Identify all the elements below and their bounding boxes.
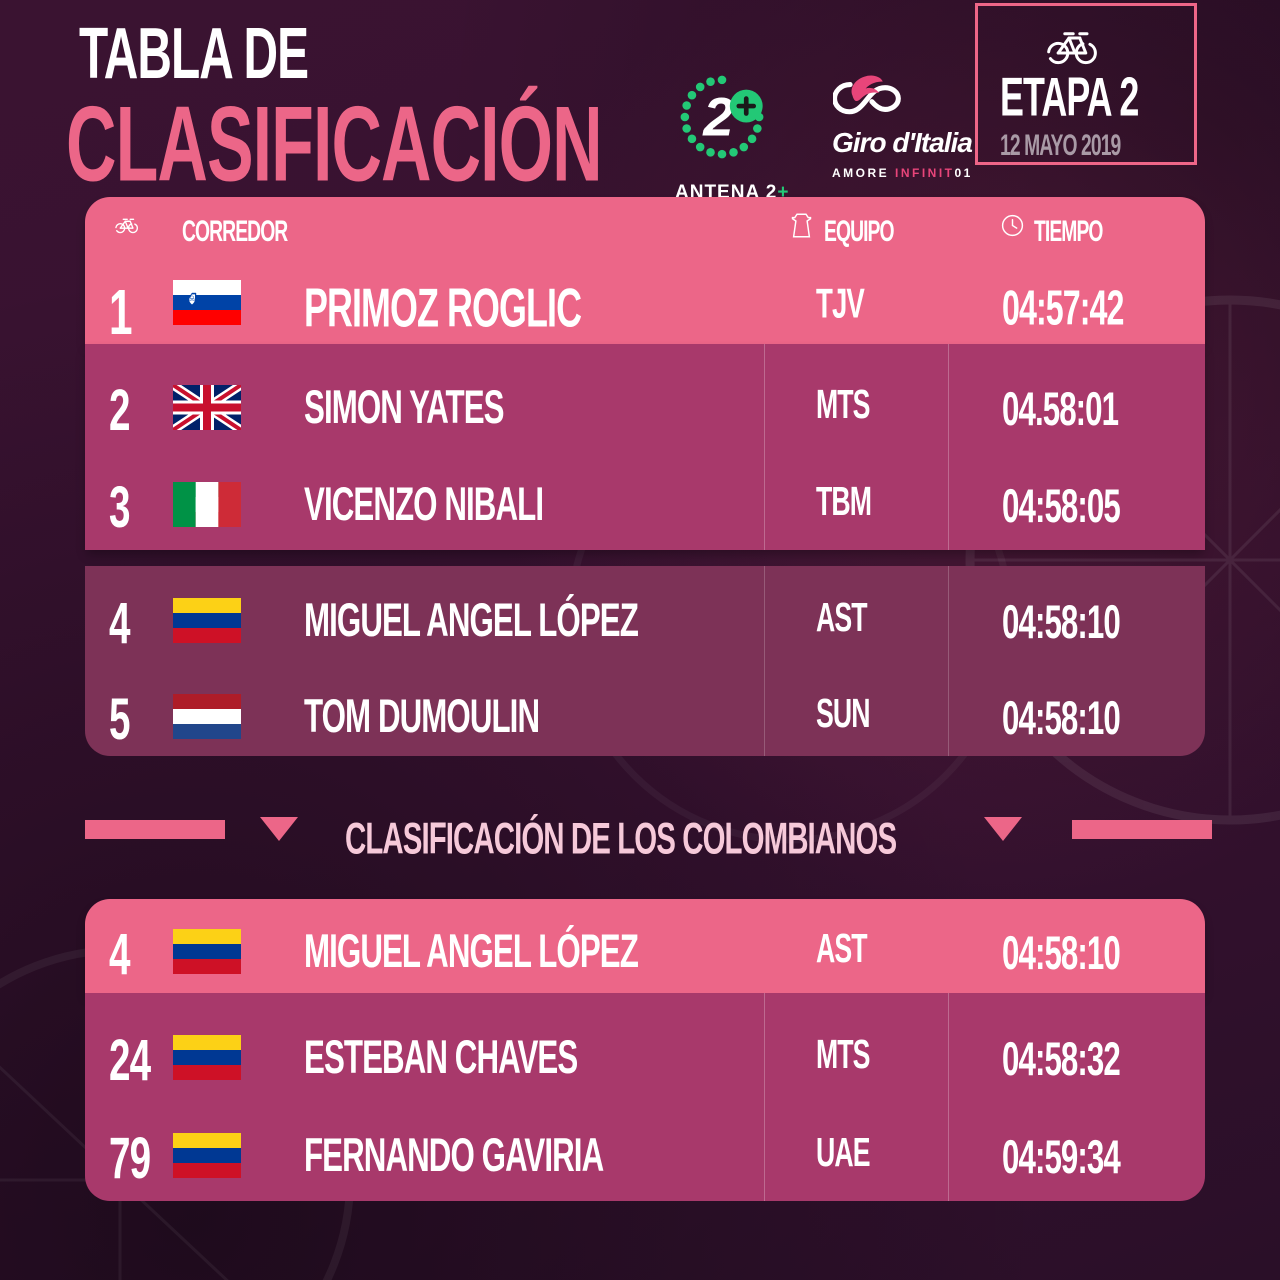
svg-text:2: 2 — [702, 86, 733, 148]
